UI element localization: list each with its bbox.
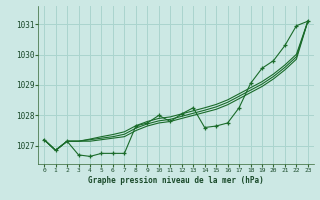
X-axis label: Graphe pression niveau de la mer (hPa): Graphe pression niveau de la mer (hPa) <box>88 176 264 185</box>
